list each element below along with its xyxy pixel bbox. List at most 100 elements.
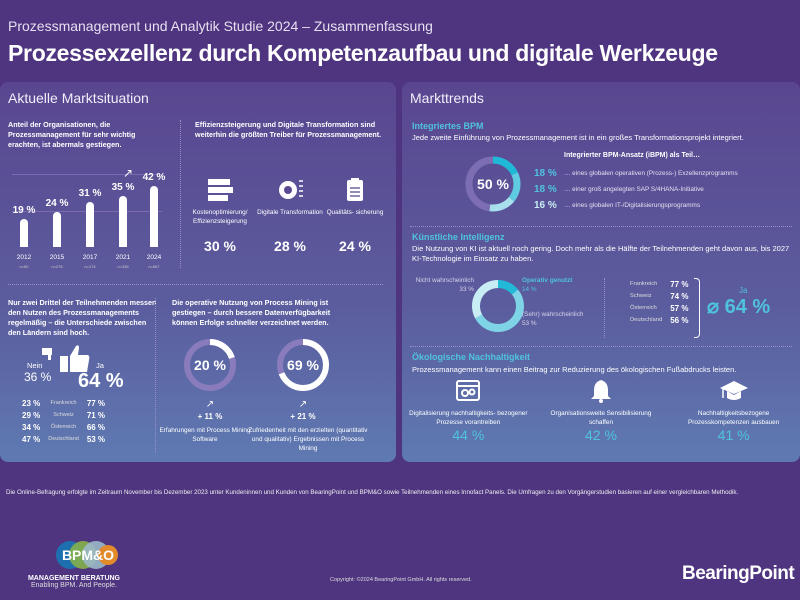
bpm-list: 18 %… eines globalen operativen (Prozess…	[534, 165, 738, 213]
eco-label: Organisationsweite Sensibilisierung scha…	[550, 410, 652, 426]
eco-value: 44 %	[452, 427, 485, 443]
sample-size-label: n=336	[117, 264, 129, 269]
bar-2024	[150, 186, 158, 247]
country-row: 34 % Österreich 66 %	[22, 422, 106, 432]
bpm-donut-label: 50 %	[477, 176, 509, 192]
svg-text:BPM&O: BPM&O	[62, 547, 114, 563]
year-label: 2021	[115, 254, 131, 261]
year-label: 2017	[82, 254, 98, 261]
bpm-list-item: 18 %… einer groß angelegten SAP S/4HANA-…	[534, 183, 704, 195]
ai-country-row: Deutschland 56 %	[630, 315, 689, 325]
importance-text: Anteil der Organisationen, die Prozessma…	[8, 120, 136, 149]
mining-donut	[184, 339, 236, 391]
market-trends-panel: Markttrends Integriertes BPM Jede zweite…	[402, 82, 800, 462]
country-row: 23 % Frankreich 77 %	[22, 398, 106, 408]
eco-value: 41 %	[717, 427, 750, 443]
eco-value: 42 %	[585, 427, 617, 443]
bpm-text: Jede zweite Einführung von Prozessmanage…	[412, 133, 744, 142]
trend-arrow-icon: ↗	[205, 399, 215, 410]
mining-change: + 11 %	[197, 412, 223, 421]
ai-label-likely: (Sehr) wahrscheinlich 53 %	[522, 311, 584, 327]
bell-icon	[590, 380, 611, 403]
bar-value-label: 24 %	[45, 198, 69, 210]
clipboard-checklist-icon	[347, 178, 363, 201]
ai-country-row: Frankreich 77 %	[630, 279, 689, 289]
bpm-donut	[465, 156, 521, 212]
bpm-list-title: Integrierter BPM-Ansatz (iBPM) als Teil…	[564, 152, 701, 159]
driver-value: 28 %	[274, 238, 306, 254]
driver-label: Digitale Transformation	[257, 209, 323, 216]
drivers-text: Effizienzsteigerung und Digitale Transfo…	[195, 120, 382, 139]
bpm-segment	[465, 156, 521, 212]
bearingpoint-logo: BearingPoint	[682, 563, 795, 584]
browser-gears-icon	[456, 380, 481, 401]
ai-country-row: Schweiz 74 %	[630, 291, 689, 301]
driver-item: Digitale Transformation 28 %	[255, 177, 325, 254]
bpmo-logo: BPM&O MANAGEMENT BERATUNG Enabling BPM. …	[14, 540, 134, 589]
driver-item: Kostenoptimierung/ Effizienzsteigerung 3…	[185, 177, 255, 254]
driver-item: Qualitäts- sicherung 24 %	[325, 177, 385, 254]
ai-country-row: Österreich 57 %	[630, 303, 689, 313]
bar-value-label: 35 %	[111, 182, 135, 194]
page-title: Prozessexzellenz durch Kompetenzaufbau u…	[8, 40, 718, 66]
ai-country-table: Frankreich 77 % Schweiz 74 % Österreich 57 % D…	[626, 278, 692, 326]
eco-text: Prozessmanagement kann einen Beitrag zur…	[412, 365, 737, 374]
importance-bar-chart: ↗ 19 % 2012 n=60 24 % 2015 n=278 31 % 2017 n=174…	[0, 82, 180, 282]
sample-size-label: n=174	[84, 264, 96, 269]
mining-donut	[277, 339, 329, 391]
panel-title: Aktuelle Marktsituation	[8, 90, 149, 106]
mining-desc: Erfahrungen mit Process Mining Software	[159, 427, 251, 443]
driver-value: 24 %	[339, 238, 371, 254]
mining-value: 69 %	[287, 357, 319, 373]
bar-value-label: 19 %	[12, 205, 36, 217]
sample-size-label: n=278	[51, 264, 63, 269]
bpm-segment	[465, 156, 521, 212]
bar-2021	[119, 196, 127, 247]
bar-value-label: 42 %	[142, 172, 166, 184]
ai-segment	[472, 280, 524, 332]
country-row: 47 % Deutschland 53 %	[22, 434, 106, 444]
market-situation-panel: Aktuelle Marktsituation Anteil der Organ…	[0, 82, 396, 462]
report-subtitle: Prozessmanagement und Analytik Studie 20…	[8, 18, 433, 34]
panel-title: Markttrends	[410, 90, 484, 106]
sample-size-label: n=60	[19, 264, 29, 269]
no-label: Nein	[27, 361, 43, 370]
ai-segment	[472, 280, 524, 332]
process-mining-stats: 20 % ↗ + 11 % Erfahrungen mit Process Minin…	[160, 337, 390, 457]
footer-note: Die Online-Befragung erfolgte im Zeitrau…	[6, 489, 739, 496]
mining-change: + 21 %	[290, 412, 316, 421]
bpm-segment	[465, 156, 521, 212]
measure-text: Nur zwei Drittel der Teilnehmenden messe…	[8, 298, 157, 337]
eco-list: Digitalisierung nachhaltigkeits- bezogen…	[402, 378, 800, 443]
driver-label: Kostenoptimierung/ Effizienzsteigerung	[192, 209, 248, 225]
drivers-list: Kostenoptimierung/ Effizienzsteigerung 3…	[185, 177, 395, 254]
ai-heading: Künstliche Intelligenz	[412, 232, 505, 242]
bar-2015	[53, 212, 61, 247]
year-label: 2024	[146, 254, 162, 261]
ai-text: Die Nutzung von KI ist aktuell noch geri…	[412, 244, 790, 263]
ai-donut	[472, 280, 524, 332]
eco-item: Digitalisierung nachhaltigkeits- bezogen…	[408, 378, 528, 443]
graduation-cap-icon	[719, 381, 748, 400]
bpm-heading: Integriertes BPM	[412, 121, 484, 131]
year-label: 2015	[49, 254, 65, 261]
trend-arrow-icon: ↗	[298, 399, 308, 410]
bpm-list-item: 18 %… eines globalen operativen (Prozess…	[534, 167, 738, 179]
eco-heading: Ökologische Nachhaltigkeit	[412, 352, 531, 362]
eco-item: Organisationsweite Sensibilisierung scha…	[541, 378, 661, 443]
driver-value: 30 %	[204, 238, 236, 254]
ai-label-not-likely: Nicht wahrscheinlich 33 %	[415, 277, 474, 293]
driver-label: Qualitäts- sicherung	[326, 209, 384, 216]
mining-text: Die operative Nutzung von Process Mining…	[172, 298, 331, 327]
bar-value-label: 31 %	[78, 188, 102, 200]
bracket	[694, 278, 700, 338]
country-row: 29 % Schweiz 71 %	[22, 410, 106, 420]
ai-average: ⌀ 64 %	[707, 296, 771, 318]
bar-2017	[86, 202, 94, 247]
eco-item: Nachhaltigkeitsbezogene Prozesskompetenz…	[674, 378, 794, 443]
mining-donut-fill	[184, 339, 236, 391]
eco-label: Digitalisierung nachhaltigkeits- bezogen…	[409, 410, 528, 426]
no-value: 36 %	[24, 370, 52, 384]
stacked-bars-icon	[208, 179, 233, 201]
ai-yes-label: Ja	[739, 286, 748, 295]
